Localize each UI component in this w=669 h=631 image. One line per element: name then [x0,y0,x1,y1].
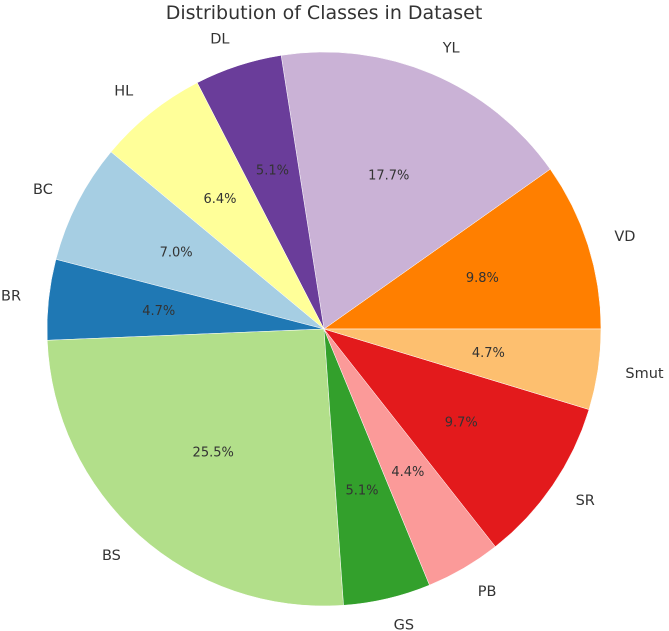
slice-label-sr: SR [576,493,595,509]
slice-percent-pb: 4.4% [391,465,424,480]
slice-label-bc: BC [33,182,53,198]
slice-percent-smut: 4.7% [472,346,505,361]
slice-label-bs: BS [102,548,121,564]
slice-percent-hl: 6.4% [203,192,236,207]
slice-percent-bc: 7.0% [160,246,193,261]
pie-slice-bc [55,151,325,330]
pie-slice-smut [323,328,602,410]
pie-slice-sr [323,328,590,547]
slice-percent-sr: 9.7% [445,415,478,430]
slice-label-yl: YL [442,40,460,56]
slice-label-pb: PB [478,584,497,600]
pie-slices [46,51,602,607]
pie-slice-bs [46,328,344,607]
pie-slice-vd [323,168,602,330]
slice-percent-dl: 5.1% [256,163,289,178]
slice-label-smut: Smut [625,366,664,382]
pie-slice-yl [280,51,551,330]
slice-percent-bs: 25.5% [193,445,234,460]
slice-label-dl: DL [210,31,229,47]
slice-label-gs: GS [394,618,414,631]
slice-percent-br: 4.7% [142,304,175,319]
pie-slice-hl [110,82,325,330]
slice-label-br: BR [1,289,21,305]
slice-percent-yl: 17.7% [368,168,409,183]
slice-percent-vd: 9.8% [466,271,499,286]
slice-label-vd: VD [614,229,635,245]
slice-label-hl: HL [114,83,133,99]
slice-percent-gs: 5.1% [345,483,378,498]
pie-labels: VD 9.8% YL 17.7% DL 5.1% HL 6.4% BC 7.0% BR 4.7% BS 2… [1,31,664,631]
chart-title: Distribution of Classes in Dataset [166,2,483,24]
